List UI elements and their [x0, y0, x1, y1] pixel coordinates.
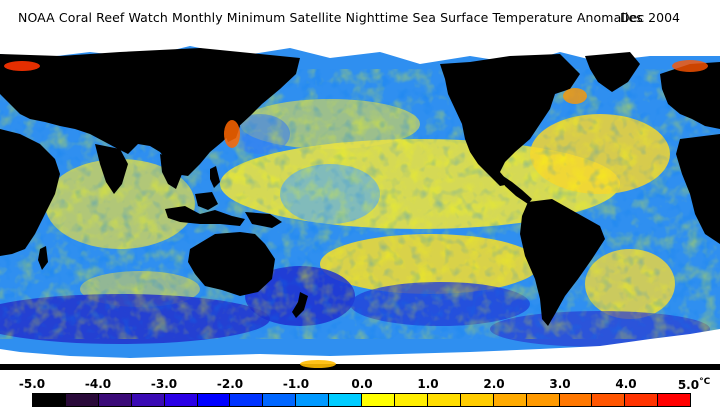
- tick-label: 5.0: [677, 378, 700, 392]
- colorbar-swatch: [329, 394, 363, 406]
- hot-spot-north-atlantic: [672, 60, 708, 72]
- colorbar-swatch: [394, 394, 428, 406]
- colorbar-tick-labels: -5.0 -4.0 -3.0 -2.0 -1.0 0.0 1.0 2.0 3.0…: [0, 377, 720, 395]
- map-title: NOAA Coral Reef Watch Monthly Minimum Sa…: [18, 10, 643, 25]
- colorbar-swatch: [230, 394, 264, 406]
- colorbar-swatch: [197, 394, 231, 406]
- landmass-south-america: [520, 199, 605, 326]
- colorbar-swatch: [296, 394, 330, 406]
- colorbar-swatch: [427, 394, 461, 406]
- land-masses: [0, 48, 720, 370]
- landmass-indonesia: [165, 206, 245, 226]
- tick-label: 3.0: [549, 377, 571, 391]
- landmass-central-america: [500, 174, 532, 204]
- tick-label: -3.0: [150, 377, 178, 391]
- tick-label: 2.0: [483, 377, 505, 391]
- hot-spots: [4, 60, 708, 368]
- landmass-borneo: [195, 192, 218, 210]
- colorbar-swatch: [131, 394, 165, 406]
- colorbar-swatch: [460, 394, 494, 406]
- colorbar: [32, 393, 691, 407]
- unit-label: °C: [699, 377, 711, 387]
- colorbar-swatch: [362, 394, 395, 406]
- landmass-antarctica: [0, 364, 720, 370]
- landmass-north-america: [440, 54, 580, 186]
- colorbar-swatch: [493, 394, 527, 406]
- tick-label: -2.0: [216, 377, 244, 391]
- sst-anomaly-map: [0, 34, 720, 370]
- colorbar-swatch: [33, 394, 66, 406]
- tick-label: 0.0: [351, 377, 373, 391]
- tick-label: -1.0: [282, 377, 310, 391]
- colorbar-swatch: [592, 394, 626, 406]
- hot-spot-northwest-europe: [4, 61, 40, 71]
- landmass-africa-east: [676, 134, 720, 244]
- landmass-new-zealand: [292, 292, 308, 318]
- colorbar-swatch: [625, 394, 659, 406]
- colorbar-swatch: [263, 394, 297, 406]
- landmass-europe-west: [660, 62, 720, 129]
- landmass-new-guinea: [245, 212, 282, 228]
- colorbar-swatch: [98, 394, 132, 406]
- hot-spot-southern-ocean: [300, 360, 336, 368]
- colorbar-swatch: [559, 394, 593, 406]
- tick-label: 1.0: [417, 377, 439, 391]
- colorbar-swatch: [658, 394, 691, 406]
- colorbar-swatch: [164, 394, 198, 406]
- tick-label-max: 5.0°C: [678, 377, 710, 392]
- landmass-eurasia: [0, 48, 300, 176]
- landmass-india: [95, 144, 128, 194]
- landmass-greenland: [585, 52, 640, 92]
- landmass-indochina: [160, 154, 182, 189]
- colorbar-swatch: [65, 394, 99, 406]
- tick-label: 4.0: [615, 377, 637, 391]
- landmass-australia: [188, 232, 275, 296]
- map-date: Dec 2004: [620, 10, 680, 25]
- hot-spot-labrador-sea: [563, 88, 587, 104]
- tick-label: -5.0: [18, 377, 46, 391]
- colorbar-swatch: [526, 394, 560, 406]
- hot-spot-sea-of-japan: [224, 120, 240, 148]
- landmass-philippines: [210, 166, 220, 188]
- landmass-madagascar: [38, 246, 48, 270]
- landmass-africa: [0, 129, 60, 256]
- tick-label: -4.0: [84, 377, 112, 391]
- antarctic-ice: [0, 329, 720, 370]
